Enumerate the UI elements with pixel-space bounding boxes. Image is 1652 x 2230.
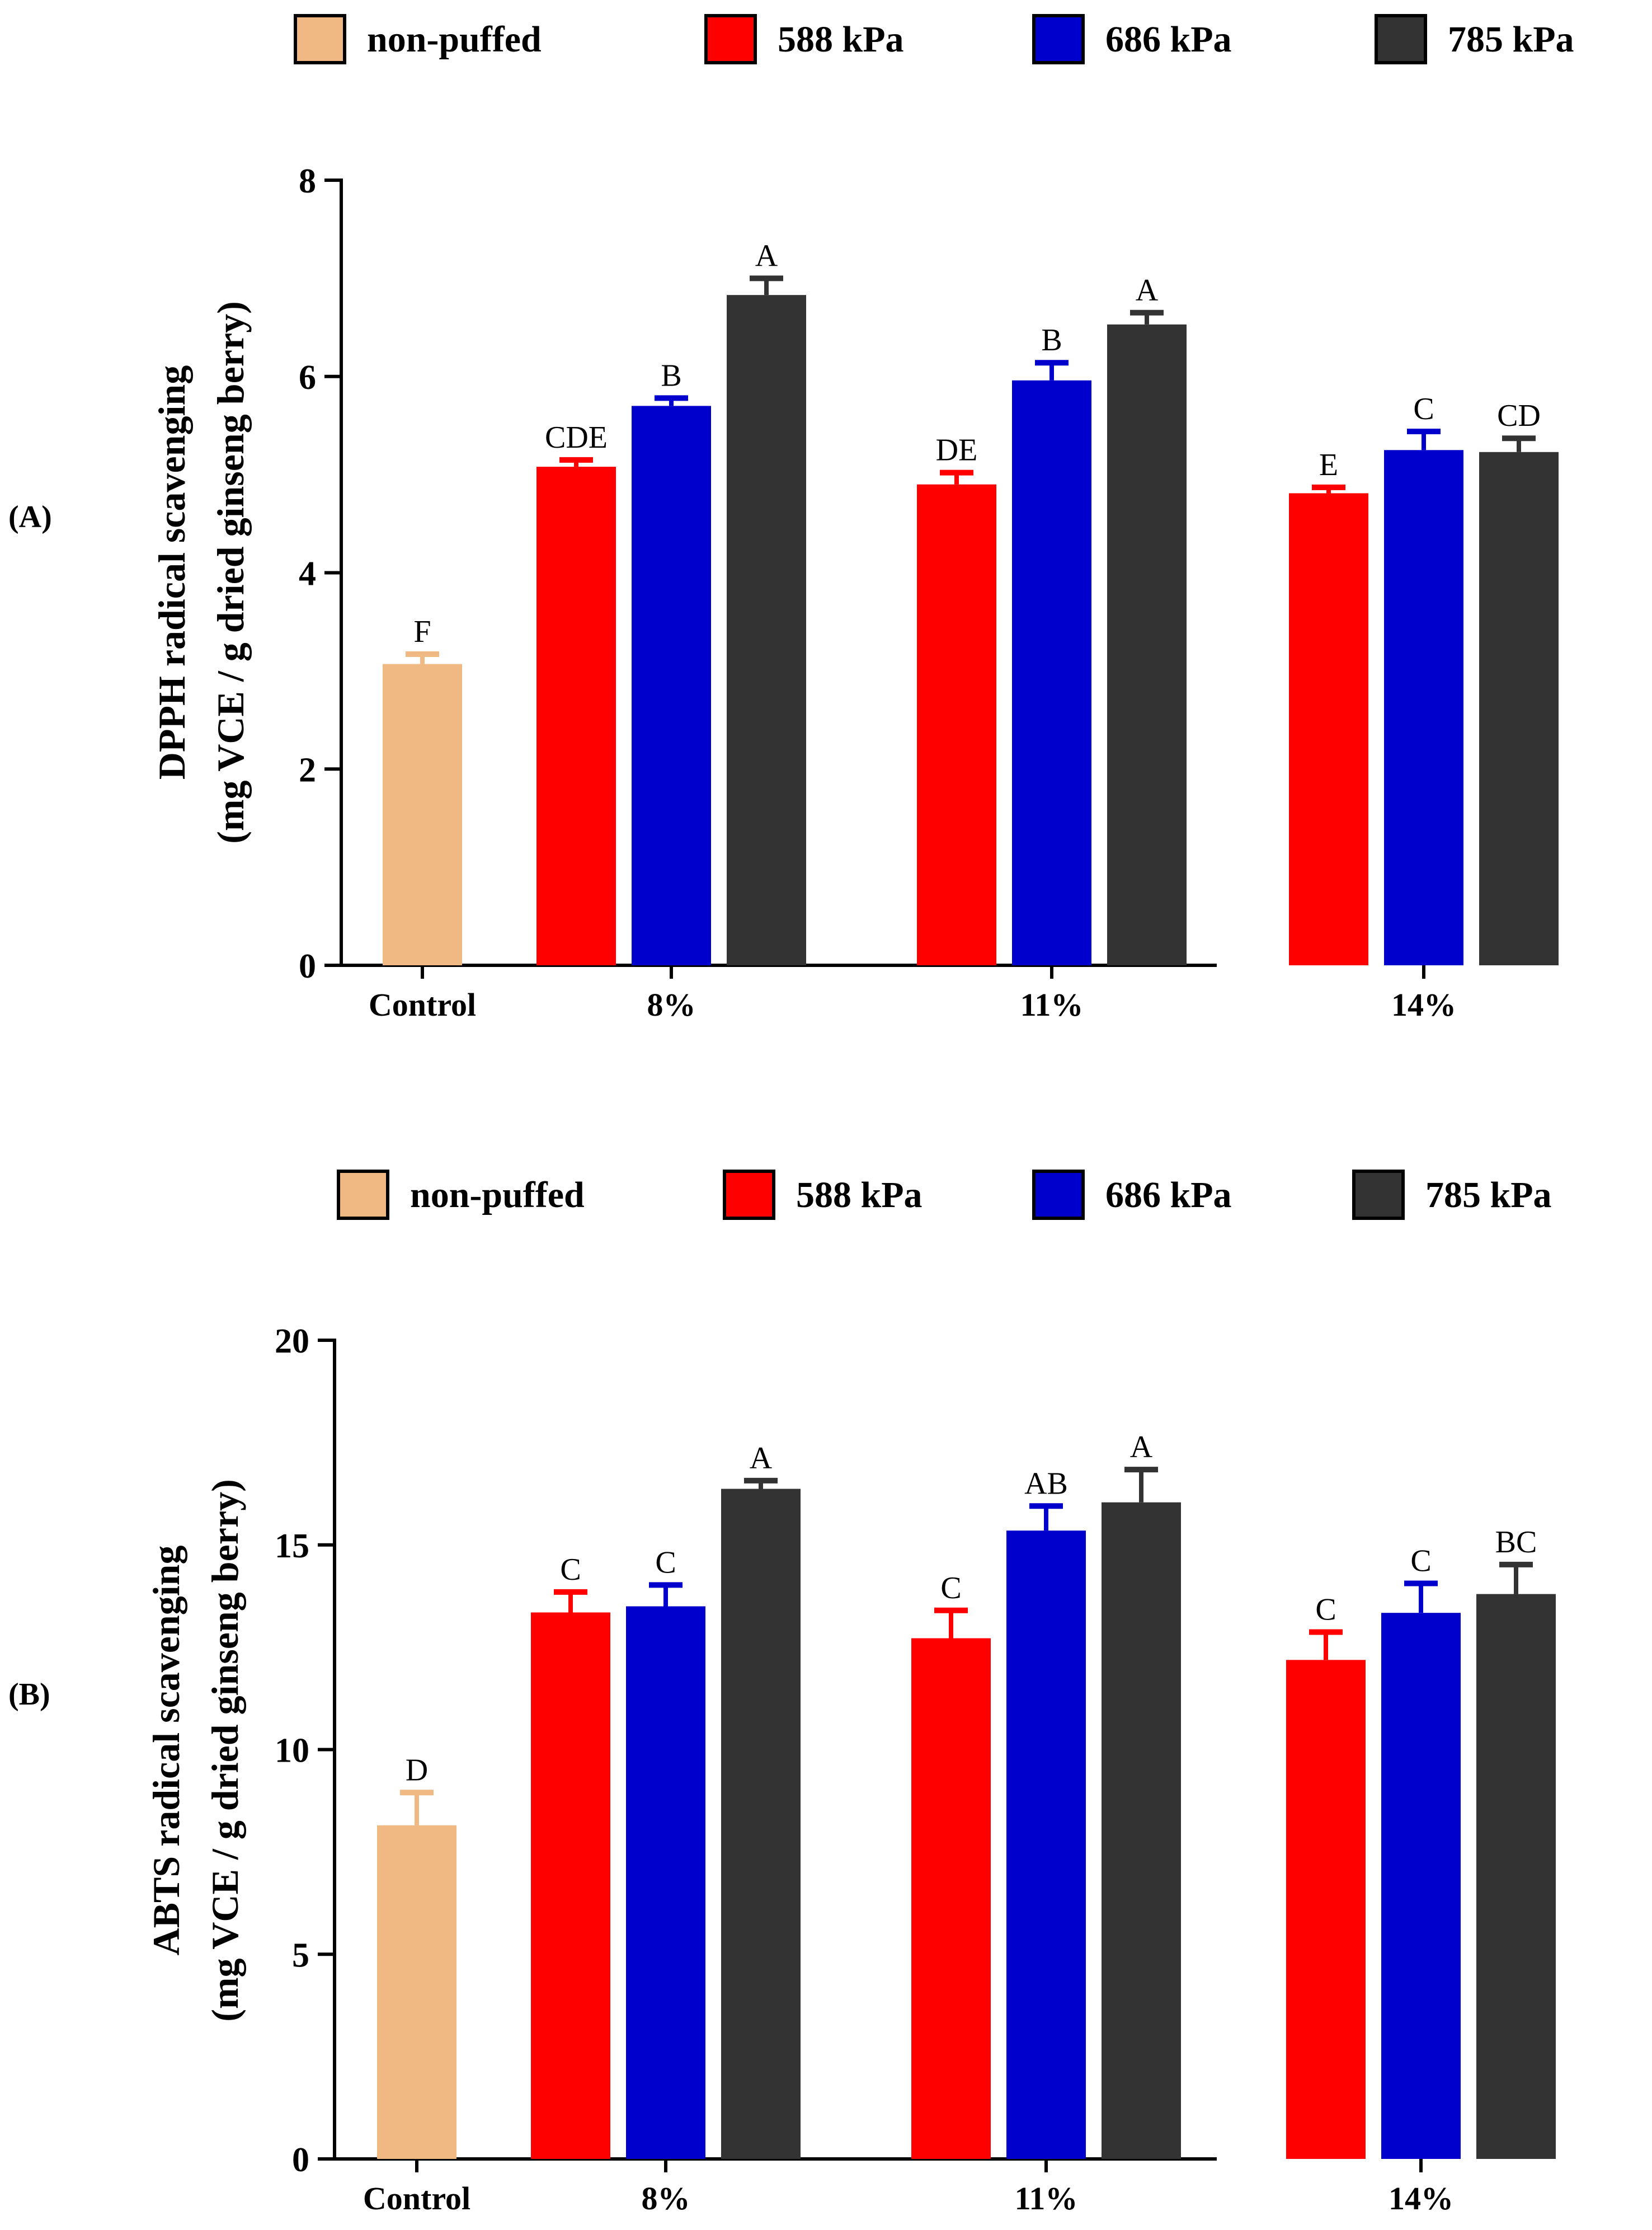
legend-label-non_puffed: non-puffed xyxy=(367,19,542,60)
x-tick-label: 8% xyxy=(647,987,696,1023)
significance-letter: CDE xyxy=(545,420,608,455)
legend-swatch-kpa785 xyxy=(1375,14,1427,64)
bar xyxy=(727,295,806,965)
panel-label: (A) xyxy=(8,500,52,534)
bar xyxy=(1384,450,1463,965)
significance-letter: C xyxy=(1410,1544,1431,1579)
chart-panel-b: non-puffed 588 kPa 686 kPa 785 kPa (B) ABTS r… xyxy=(8,1170,1556,2217)
legend-label-kpa588: 588 kPa xyxy=(778,19,904,60)
legend-swatch-kpa588 xyxy=(704,14,757,64)
legend-swatch-non_puffed xyxy=(337,1170,389,1220)
bar xyxy=(1286,1660,1366,2159)
legend-label-kpa785: 785 kPa xyxy=(1448,19,1574,60)
panel-label: (B) xyxy=(8,1677,50,1712)
y-tick-label: 2 xyxy=(299,751,316,789)
significance-letter: A xyxy=(1130,1430,1153,1464)
significance-letter: A xyxy=(755,238,778,273)
legend-label-kpa686: 686 kPa xyxy=(1105,1175,1232,1215)
legend-label-non_puffed: non-puffed xyxy=(410,1175,585,1215)
significance-letter: AB xyxy=(1024,1466,1068,1501)
bar xyxy=(377,1825,456,2159)
bar xyxy=(1012,380,1091,965)
x-tick-label: 11% xyxy=(1015,2180,1078,2217)
bar xyxy=(632,406,711,965)
x-tick-label: 8% xyxy=(642,2180,690,2217)
y-tick-label: 5 xyxy=(292,1936,309,1974)
y-axis-label-line2: (mg VCE / g dried ginseng berry) xyxy=(204,1479,246,2022)
significance-letter: DE xyxy=(936,433,978,468)
legend-label-kpa785: 785 kPa xyxy=(1425,1175,1552,1215)
legend-swatch-kpa588 xyxy=(723,1170,775,1220)
significance-letter: CD xyxy=(1497,398,1541,433)
y-axis-label-line1: ABTS radical scavenging xyxy=(145,1546,187,1956)
legend-swatch-kpa785 xyxy=(1352,1170,1405,1220)
significance-letter: F xyxy=(413,614,431,649)
significance-letter: B xyxy=(661,358,681,393)
significance-letter: BC xyxy=(1495,1525,1537,1560)
bar xyxy=(1006,1531,1086,2159)
significance-letter: C xyxy=(1315,1593,1336,1627)
bar xyxy=(1102,1502,1181,2159)
chart-panel-a: non-puffed 588 kPa 686 kPa 785 kPa (A) DPPH r… xyxy=(8,14,1574,1023)
significance-letter: C xyxy=(1413,392,1434,426)
x-tick-label: 11% xyxy=(1020,987,1084,1023)
legend-swatch-kpa686 xyxy=(1032,1170,1085,1220)
y-tick-label: 8 xyxy=(299,162,316,200)
x-tick-label: Control xyxy=(363,2180,470,2217)
x-tick-label: Control xyxy=(369,987,476,1023)
bar xyxy=(536,467,616,965)
y-axis-label-line2: (mg VCE / g dried ginseng berry) xyxy=(209,301,252,844)
bar xyxy=(721,1489,801,2159)
significance-letter: A xyxy=(750,1441,773,1476)
y-tick-label: 6 xyxy=(299,359,316,397)
y-tick-label: 0 xyxy=(292,2141,309,2179)
bar xyxy=(383,664,462,965)
y-tick-label: 4 xyxy=(299,555,316,593)
significance-letter: A xyxy=(1136,273,1159,308)
x-tick-label: 14% xyxy=(1391,987,1456,1023)
legend-swatch-non_puffed xyxy=(294,14,346,64)
significance-letter: B xyxy=(1041,323,1062,358)
x-tick-label: 14% xyxy=(1389,2180,1453,2217)
bar xyxy=(1381,1613,1461,2159)
significance-letter: D xyxy=(406,1753,428,1787)
significance-letter: C xyxy=(560,1552,581,1587)
y-tick-label: 0 xyxy=(299,947,316,985)
significance-letter: C xyxy=(655,1545,676,1580)
y-tick-label: 10 xyxy=(275,1732,309,1770)
legend-label-kpa686: 686 kPa xyxy=(1105,19,1232,60)
y-tick-label: 15 xyxy=(275,1527,309,1565)
bar xyxy=(1107,324,1187,965)
legend-label-kpa588: 588 kPa xyxy=(796,1175,923,1215)
significance-letter: C xyxy=(940,1571,961,1605)
bar xyxy=(911,1638,991,2159)
y-axis-label-line1: DPPH radical scavenging xyxy=(150,365,193,780)
legend-swatch-kpa686 xyxy=(1032,14,1085,64)
bar xyxy=(626,1606,705,2159)
legend: non-puffed 588 kPa 686 kPa 785 kPa xyxy=(337,1170,1552,1220)
legend: non-puffed 588 kPa 686 kPa 785 kPa xyxy=(294,14,1574,64)
significance-letter: E xyxy=(1319,448,1338,482)
bar xyxy=(531,1612,610,2159)
y-tick-label: 20 xyxy=(275,1322,309,1360)
bar xyxy=(917,484,996,965)
bar xyxy=(1476,1594,1556,2159)
bar xyxy=(1479,452,1559,965)
bar xyxy=(1289,493,1368,965)
